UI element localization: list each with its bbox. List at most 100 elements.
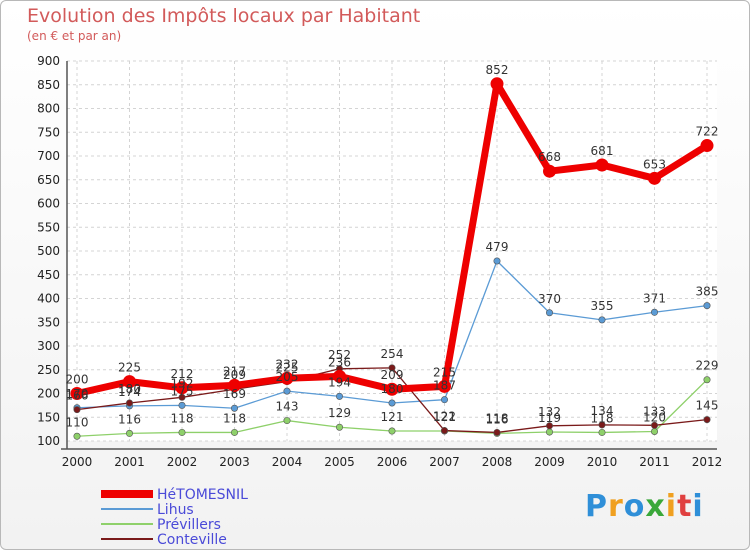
y-tick-label: 200 — [37, 387, 60, 401]
data-label: 118 — [223, 411, 246, 425]
data-point — [126, 399, 134, 407]
data-point — [335, 392, 343, 400]
data-label: 254 — [381, 347, 404, 361]
data-label: 229 — [696, 359, 719, 373]
data-label: 209 — [381, 368, 404, 382]
data-point — [543, 164, 556, 178]
x-tick-label: 2002 — [167, 455, 198, 469]
legend-label: Lihus — [157, 502, 194, 518]
data-point — [283, 387, 291, 395]
y-tick-label: 400 — [37, 292, 60, 306]
data-label: 143 — [276, 400, 299, 414]
data-point — [178, 428, 186, 436]
data-point — [703, 416, 711, 424]
data-point — [73, 406, 81, 414]
data-label: 180 — [381, 382, 404, 396]
data-point — [545, 309, 553, 317]
y-tick-label: 700 — [37, 149, 60, 163]
data-label: 129 — [328, 406, 351, 420]
y-tick-label: 500 — [37, 244, 60, 258]
proxiti-logo: Proxiti — [585, 489, 704, 524]
data-label: 116 — [118, 412, 141, 426]
data-label: 118 — [486, 411, 509, 425]
data-point — [231, 404, 239, 412]
x-tick-label: 2011 — [639, 455, 670, 469]
x-tick-label: 2005 — [324, 455, 355, 469]
data-point — [231, 428, 239, 436]
data-point — [73, 432, 81, 440]
data-label: 134 — [591, 404, 614, 418]
data-label: 170 — [66, 387, 89, 401]
data-label: 120 — [643, 411, 666, 425]
x-tick-label: 2000 — [62, 455, 93, 469]
data-point — [123, 375, 136, 389]
data-label: 121 — [381, 410, 404, 424]
data-label: 200 — [66, 373, 89, 387]
data-label: 194 — [328, 375, 351, 389]
data-point — [438, 379, 451, 393]
data-point — [388, 427, 396, 435]
data-label: 209 — [223, 368, 246, 382]
legend-label: HéTOMESNIL — [157, 487, 248, 503]
series-hétomesnil — [70, 77, 714, 400]
data-point — [703, 376, 711, 384]
data-point — [388, 364, 396, 372]
data-point — [545, 428, 553, 436]
data-label: 355 — [591, 299, 614, 313]
data-label: 119 — [538, 411, 561, 425]
x-tick-label: 2003 — [219, 455, 250, 469]
y-tick-label: 100 — [37, 434, 60, 448]
x-tick-label: 2009 — [534, 455, 565, 469]
data-label: 110 — [66, 415, 89, 429]
x-tick-label: 2004 — [272, 455, 303, 469]
data-label: 145 — [696, 399, 719, 413]
data-label: 217 — [223, 364, 246, 378]
data-point — [490, 77, 504, 91]
data-point — [598, 428, 606, 436]
data-label: 370 — [538, 292, 561, 306]
data-point — [650, 308, 658, 316]
chart-subtitle: (en € et par an) — [27, 29, 122, 43]
data-point — [335, 423, 343, 431]
data-label: 215 — [433, 365, 456, 379]
data-label: 668 — [538, 150, 561, 164]
data-label: 852 — [486, 63, 509, 77]
x-tick-label: 2006 — [377, 455, 408, 469]
data-label: 122 — [433, 410, 456, 424]
y-tick-label: 450 — [37, 268, 60, 282]
data-label: 232 — [276, 357, 299, 371]
data-point — [440, 427, 448, 435]
data-label: 180 — [118, 382, 141, 396]
data-label: 116 — [486, 412, 509, 426]
x-tick-label: 2012 — [692, 455, 723, 469]
data-point — [493, 428, 501, 436]
data-point — [70, 387, 84, 400]
data-point — [385, 382, 399, 396]
data-label: 252 — [328, 348, 351, 362]
data-point — [175, 381, 189, 395]
x-tick-label: 2008 — [482, 455, 513, 469]
legend-label: Prévillers — [157, 517, 221, 533]
data-label: 187 — [433, 379, 456, 393]
data-label: 192 — [171, 376, 194, 390]
y-tick-label: 250 — [37, 363, 60, 377]
data-point — [280, 371, 294, 385]
y-tick-label: 750 — [37, 125, 60, 139]
x-tick-label: 2010 — [587, 455, 618, 469]
data-point — [700, 139, 714, 153]
data-label: 132 — [538, 405, 561, 419]
data-point — [545, 422, 553, 430]
data-point — [650, 421, 658, 429]
y-tick-label: 600 — [37, 197, 60, 211]
data-label: 371 — [643, 291, 666, 305]
data-label: 166 — [66, 389, 89, 403]
data-label: 175 — [171, 384, 194, 398]
chart-title: Evolution des Impôts locaux par Habitant — [27, 5, 421, 27]
data-label: 212 — [171, 367, 194, 381]
data-label: 653 — [643, 157, 666, 171]
data-point — [595, 158, 609, 172]
y-tick-label: 350 — [37, 315, 60, 329]
data-label: 225 — [276, 361, 299, 375]
